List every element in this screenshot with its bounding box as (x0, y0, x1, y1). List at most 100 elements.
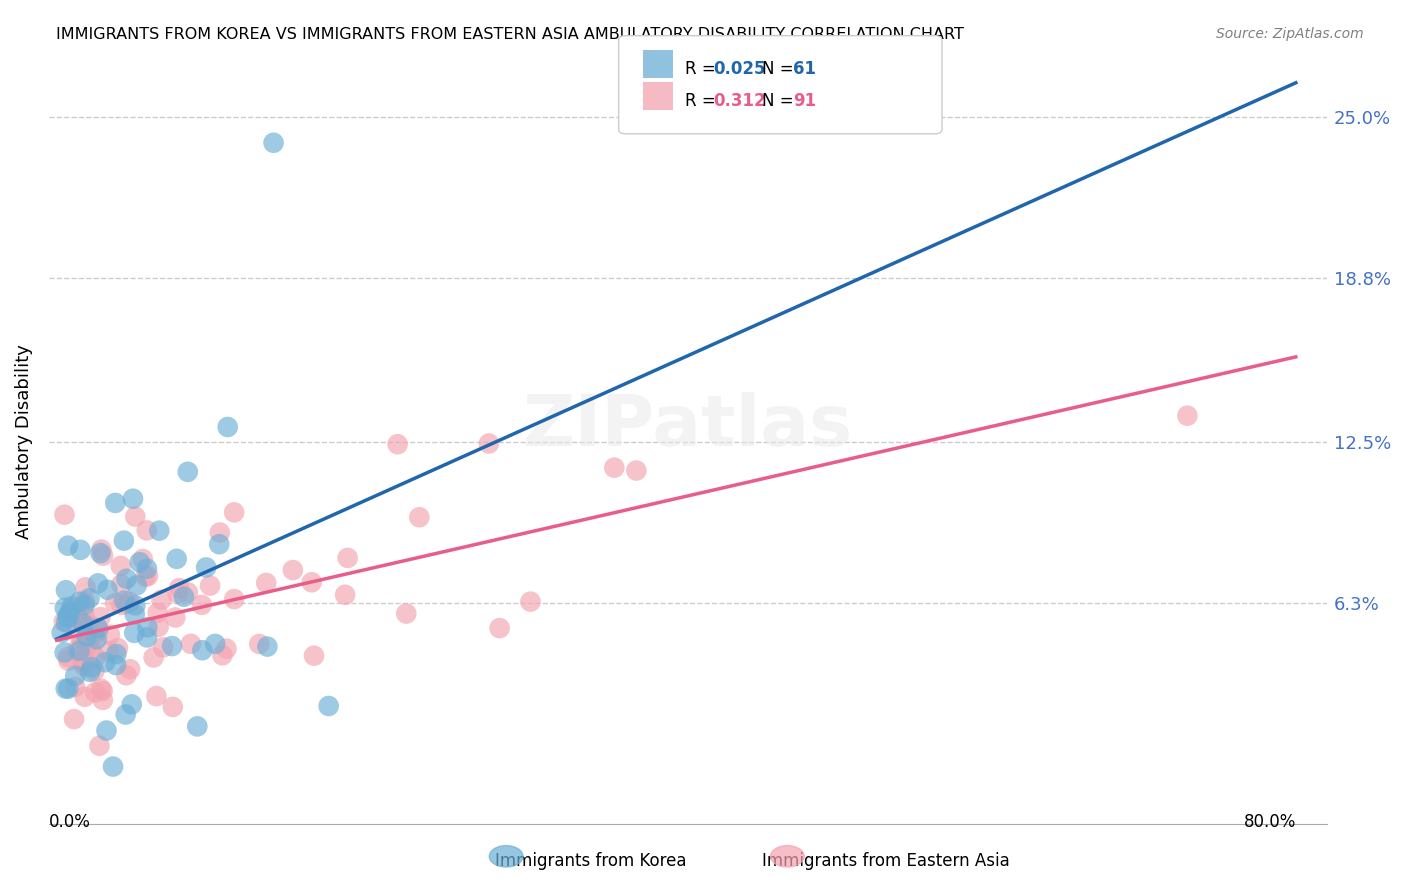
Point (186, 719, 208, 733)
Point (73, 608, 96, 623)
Point (281, 563, 304, 577)
Point (101, 759, 124, 773)
Point (63, 712, 86, 726)
Point (65, 669, 87, 683)
Point (59, 606, 82, 620)
Point (112, 533, 135, 548)
Point (80, 641, 103, 656)
Point (79, 591, 101, 606)
Point (121, 698, 143, 712)
Text: IMMIGRANTS FROM KOREA VS IMMIGRANTS FROM EASTERN ASIA AMBULATORY DISABILITY CORR: IMMIGRANTS FROM KOREA VS IMMIGRANTS FROM… (56, 27, 965, 42)
Point (148, 620, 170, 634)
Point (72, 617, 94, 632)
Point (75, 580, 97, 594)
Point (195, 560, 218, 574)
Point (63, 606, 86, 620)
Point (73, 598, 96, 612)
Point (91, 549, 114, 563)
Point (51, 625, 73, 640)
Point (55, 681, 77, 696)
Point (167, 581, 190, 595)
Point (91, 684, 114, 698)
Point (52, 615, 75, 629)
Point (136, 569, 159, 583)
Point (198, 578, 221, 592)
Point (70, 636, 93, 650)
Point (395, 607, 418, 621)
Text: R =: R = (685, 92, 721, 110)
Point (75, 632, 97, 647)
Point (408, 510, 430, 524)
Point (256, 640, 278, 654)
Point (118, 595, 141, 609)
Point (110, 558, 132, 573)
Point (124, 599, 146, 613)
Point (302, 648, 325, 663)
Point (58, 654, 80, 668)
Point (53, 508, 76, 522)
Text: 61: 61 (793, 60, 815, 78)
Text: Source: ZipAtlas.com: Source: ZipAtlas.com (1216, 27, 1364, 41)
Point (96, 582, 118, 597)
Point (177, 585, 200, 599)
Point (135, 524, 157, 538)
Point (104, 496, 127, 510)
Point (91, 693, 114, 707)
Point (69, 644, 91, 658)
Point (89, 546, 111, 560)
Point (162, 699, 184, 714)
Point (117, 597, 139, 611)
Point (191, 643, 214, 657)
Y-axis label: Ambulatory Disability: Ambulatory Disability (15, 344, 32, 539)
Point (89, 739, 111, 753)
Point (132, 552, 155, 566)
Point (73, 594, 96, 608)
Point (69, 595, 91, 609)
Point (97, 644, 120, 658)
Text: 91: 91 (793, 92, 815, 110)
Point (336, 550, 359, 565)
Point (177, 465, 200, 479)
Point (208, 525, 231, 540)
Point (160, 639, 183, 653)
Point (73, 653, 96, 667)
Point (173, 590, 195, 604)
Point (107, 641, 129, 656)
Point (124, 509, 146, 524)
Point (211, 648, 233, 663)
Point (87, 576, 110, 591)
Point (70, 655, 93, 669)
Point (55, 583, 77, 598)
Point (122, 491, 145, 506)
Point (90, 542, 112, 557)
Point (387, 437, 409, 451)
Point (105, 658, 128, 673)
Point (56, 610, 79, 624)
Point (56, 609, 79, 624)
Point (110, 577, 132, 591)
Point (65, 608, 87, 623)
Point (86, 632, 108, 647)
Point (79, 665, 101, 679)
Point (53, 645, 76, 659)
Point (120, 662, 142, 676)
Point (136, 620, 159, 634)
Point (215, 641, 238, 656)
Point (148, 524, 170, 538)
Point (94, 655, 117, 669)
Point (63, 680, 86, 694)
Point (150, 592, 173, 607)
Point (125, 578, 148, 592)
Point (65, 606, 87, 620)
Text: ZIPatlas: ZIPatlas (523, 392, 853, 461)
Point (247, 637, 270, 651)
Point (87, 624, 110, 638)
Point (73, 690, 96, 704)
Point (84, 685, 107, 699)
Point (69, 629, 91, 643)
Point (114, 707, 136, 722)
Point (112, 593, 135, 607)
Point (142, 650, 165, 665)
Point (478, 436, 501, 450)
Point (82, 629, 104, 643)
